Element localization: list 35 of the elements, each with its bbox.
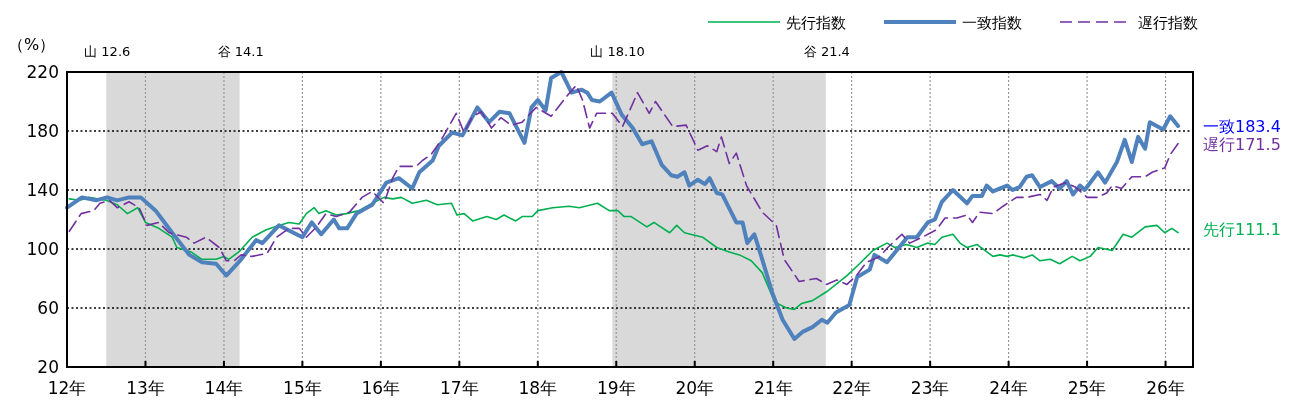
y-tick-label: 140 (26, 180, 59, 200)
x-tick-label: 13年 (126, 378, 165, 398)
x-tick-label: 22年 (832, 378, 871, 398)
x-tick-label: 16年 (361, 378, 401, 398)
x-tick-label: 20年 (675, 378, 715, 398)
x-tick-label: 26年 (1146, 378, 1185, 398)
x-tick-label: 14年 (204, 378, 244, 398)
annotation: 一致183.4 (1203, 116, 1281, 136)
annotation: 谷 21.4 (803, 44, 850, 59)
y-tick-label: 220 (26, 62, 59, 82)
line-series (65, 70, 1181, 341)
x-tick-label: 21年 (753, 378, 793, 398)
annotation: 谷 14.1 (217, 44, 264, 59)
annotation: 先行111.1 (1203, 219, 1281, 239)
x-tick-label: 23年 (910, 378, 950, 398)
x-tick-label: 25年 (1067, 378, 1107, 398)
y-tick-label: 60 (37, 298, 59, 318)
legend-label: 一致指数 (962, 14, 1022, 32)
annotation: 山 12.6 (84, 44, 131, 59)
x-tick-label: 19年 (596, 378, 636, 398)
x-tick-label: 24年 (989, 378, 1028, 398)
annotation: 山 18.10 (590, 44, 645, 59)
annotation: 遅行171.5 (1203, 134, 1281, 154)
y-axis-title: （%） (8, 35, 56, 54)
x-tick-label: 15年 (283, 378, 322, 398)
x-tick-label: 18年 (518, 378, 558, 398)
x-tick-label: 17年 (440, 378, 479, 398)
y-tick-label: 100 (26, 239, 59, 259)
legend-label: 先行指数 (786, 14, 846, 32)
line-series (68, 196, 1179, 311)
x-tick-label: 12年 (47, 378, 87, 398)
line-series (68, 84, 1179, 286)
legend-label: 遅行指数 (1138, 14, 1198, 32)
y-tick-label: 180 (26, 121, 59, 141)
y-tick-label: 20 (37, 357, 59, 377)
